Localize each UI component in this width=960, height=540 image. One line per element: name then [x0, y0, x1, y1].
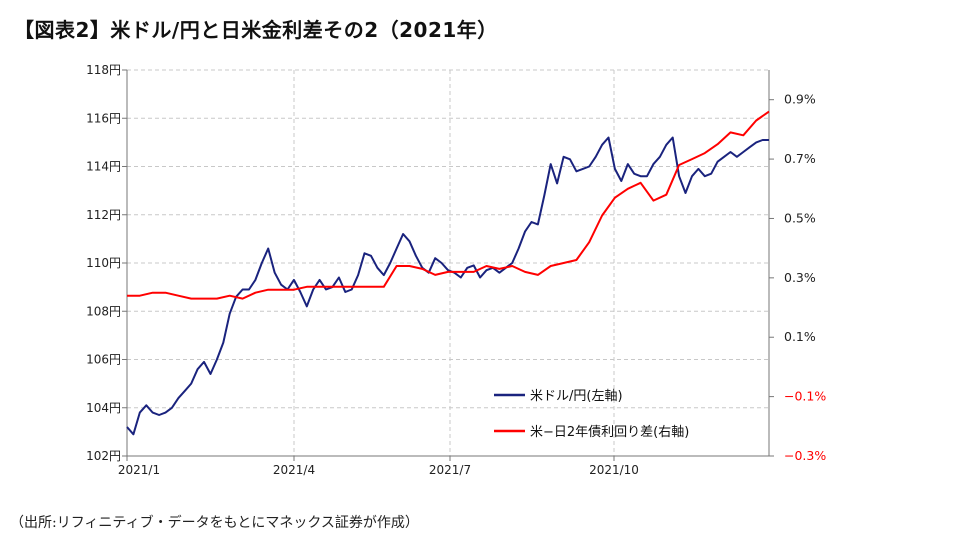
right-tick-label: 0.7% — [784, 151, 816, 166]
legend-label: 米−日2年債利回り差(右軸) — [530, 425, 689, 440]
left-tick-label: 112円 — [86, 208, 121, 222]
series-layer — [126, 110, 770, 436]
x-tick-label: 2021/4 — [273, 463, 315, 477]
right-tick-label: 0.5% — [784, 210, 816, 225]
right-tick-label: 0.9% — [784, 92, 816, 107]
chart-title: 【図表2】米ドル/円と日米金利差その2（2021年） — [14, 18, 498, 42]
source-note: （出所:リフィニティブ・データをもとにマネックス証券が作成） — [10, 515, 419, 531]
x-axis-ticks: 2021/1 2021/4 2021/7 2021/10 — [118, 456, 639, 477]
grid — [127, 69, 769, 456]
axes — [126, 70, 770, 457]
x-tick-label: 2021/1 — [118, 463, 160, 477]
left-tick-label: 110円 — [86, 256, 121, 270]
left-tick-label: 108円 — [86, 304, 121, 318]
series-line-yield-spread — [127, 110, 770, 300]
right-tick-label: −0.3% — [784, 448, 826, 463]
x-tick-label: 2021/7 — [429, 463, 471, 477]
series-line-usdjpy — [126, 136, 769, 436]
left-tick-label: 114円 — [86, 160, 121, 174]
legend: 米ドル/円(左軸) 米−日2年債利回り差(右軸) — [494, 389, 689, 440]
left-axis-ticks: 102円 104円 106円 108円 110円 112円 114円 116円 118円 — [86, 63, 127, 463]
left-tick-label: 118円 — [86, 63, 121, 77]
legend-label: 米ドル/円(左軸) — [530, 389, 623, 404]
x-tick-label: 2021/10 — [589, 463, 639, 477]
right-tick-label: −0.1% — [784, 389, 826, 404]
right-tick-label: 0.1% — [784, 329, 816, 344]
right-tick-label: 0.3% — [784, 270, 816, 285]
left-tick-label: 104円 — [86, 401, 121, 415]
left-tick-label: 116円 — [86, 111, 121, 125]
left-tick-label: 106円 — [86, 353, 121, 367]
right-axis-ticks: −0.3% −0.1% 0.1% 0.3% 0.5% 0.7% 0.9% — [769, 92, 826, 463]
left-tick-label: 102円 — [86, 449, 121, 463]
